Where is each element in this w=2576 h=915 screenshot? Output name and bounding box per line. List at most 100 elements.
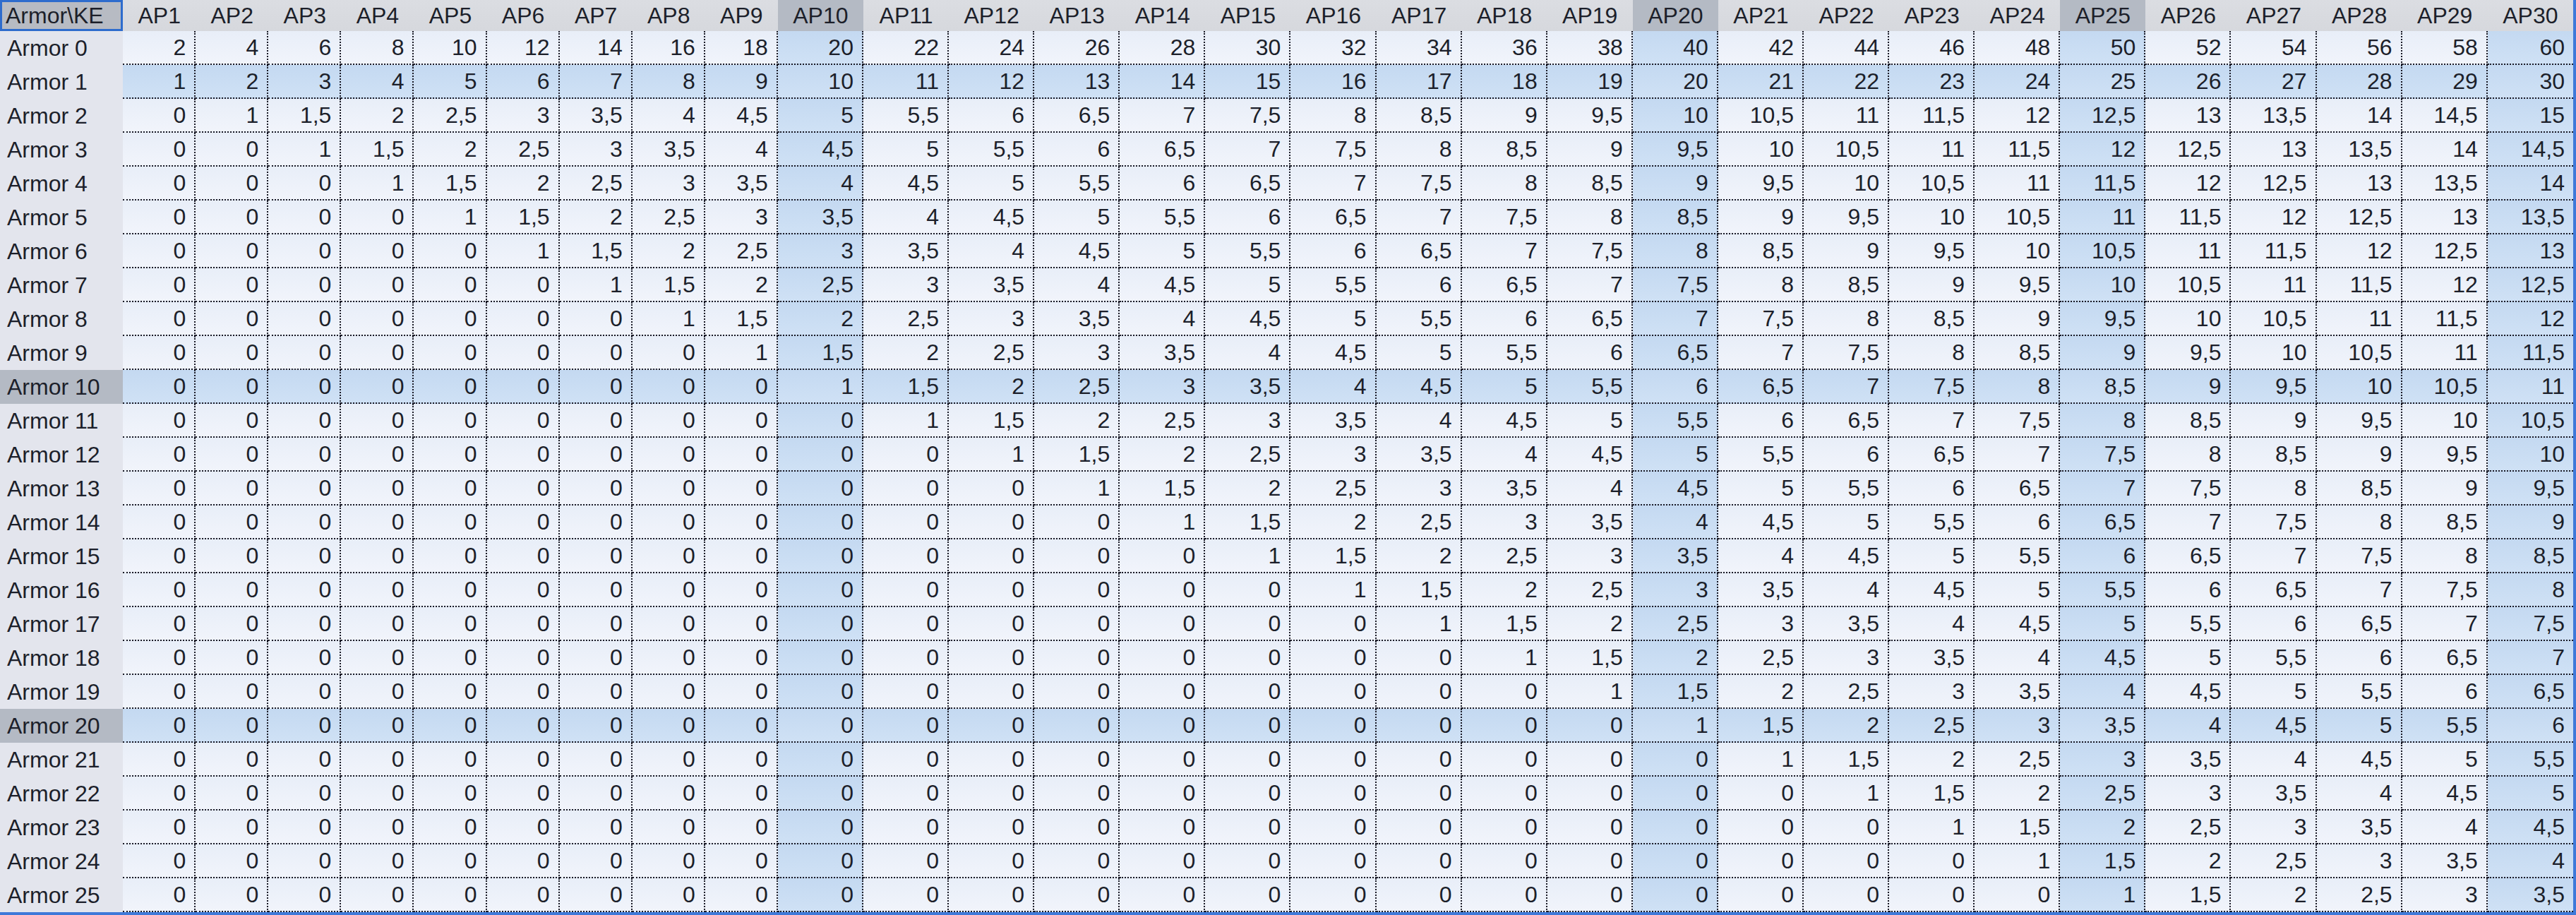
data-cell[interactable]: 13 [2317, 167, 2402, 201]
data-cell[interactable]: 5,5 [1975, 539, 2060, 573]
data-cell[interactable]: 6 [1718, 404, 1804, 438]
data-cell[interactable]: 0 [487, 438, 560, 472]
data-cell[interactable]: 5 [1290, 302, 1376, 336]
data-cell[interactable]: 6 [268, 31, 341, 65]
data-cell[interactable]: 13,5 [2231, 99, 2316, 133]
data-cell[interactable]: 0 [487, 506, 560, 539]
data-cell[interactable]: 6,5 [2231, 573, 2316, 607]
data-cell[interactable]: 0 [863, 573, 949, 607]
data-cell[interactable]: 0 [778, 709, 863, 743]
data-cell[interactable]: 11 [2060, 201, 2145, 234]
data-cell[interactable]: 0 [268, 370, 341, 404]
data-cell[interactable]: 3,5 [1462, 472, 1547, 506]
data-cell[interactable]: 0 [705, 438, 778, 472]
data-cell[interactable]: 4 [1633, 506, 1718, 539]
data-cell[interactable]: 0 [341, 675, 414, 709]
data-cell[interactable]: 0 [196, 268, 268, 302]
data-cell[interactable]: 8,5 [1975, 336, 2060, 370]
data-cell[interactable]: 2,5 [1804, 675, 1889, 709]
data-cell[interactable]: 2 [778, 302, 863, 336]
data-cell[interactable]: 8,5 [2060, 370, 2145, 404]
data-cell[interactable]: 0 [949, 607, 1034, 641]
data-cell[interactable]: 0 [863, 777, 949, 811]
data-cell[interactable]: 6 [1547, 336, 1633, 370]
data-cell[interactable]: 7,5 [1804, 336, 1889, 370]
data-cell[interactable]: 0 [633, 472, 705, 506]
row-label-cell[interactable]: Armor 18 [0, 641, 123, 675]
data-cell[interactable]: 0 [560, 607, 633, 641]
data-cell[interactable]: 7 [1377, 201, 1462, 234]
data-cell[interactable]: 2 [196, 65, 268, 99]
data-cell[interactable]: 8 [1377, 133, 1462, 167]
data-cell[interactable]: 4,5 [1718, 506, 1804, 539]
data-cell[interactable]: 11,5 [2402, 302, 2488, 336]
data-cell[interactable]: 15 [2488, 99, 2573, 133]
data-cell[interactable]: 0 [1975, 878, 2060, 912]
data-cell[interactable]: 3 [863, 268, 949, 302]
data-cell[interactable]: 0 [1804, 844, 1889, 878]
data-cell[interactable]: 9 [705, 65, 778, 99]
data-cell[interactable]: 30 [2488, 65, 2573, 99]
data-cell[interactable]: 11 [2145, 234, 2231, 268]
data-cell[interactable]: 0 [1462, 777, 1547, 811]
data-cell[interactable]: 6,5 [2060, 506, 2145, 539]
data-cell[interactable]: 5,5 [863, 99, 949, 133]
data-cell[interactable]: 5 [2402, 743, 2488, 777]
data-cell[interactable]: 0 [778, 404, 863, 438]
data-cell[interactable]: 13,5 [2317, 133, 2402, 167]
data-cell[interactable]: 3 [705, 201, 778, 234]
data-cell[interactable]: 7,5 [2317, 539, 2402, 573]
data-cell[interactable]: 0 [633, 506, 705, 539]
data-cell[interactable]: 0 [196, 709, 268, 743]
row-label-cell[interactable]: Armor 21 [0, 743, 123, 777]
data-cell[interactable]: 18 [705, 31, 778, 65]
data-cell[interactable]: 3,5 [633, 133, 705, 167]
data-cell[interactable]: 13 [2402, 201, 2488, 234]
data-cell[interactable]: 16 [1290, 65, 1376, 99]
data-cell[interactable]: 0 [268, 573, 341, 607]
data-cell[interactable]: 11 [2402, 336, 2488, 370]
data-cell[interactable]: 0 [196, 167, 268, 201]
data-cell[interactable]: 1,5 [1377, 573, 1462, 607]
data-cell[interactable]: 1,5 [560, 234, 633, 268]
data-cell[interactable]: 8,5 [1633, 201, 1718, 234]
data-cell[interactable]: 0 [560, 438, 633, 472]
data-cell[interactable]: 4 [1205, 336, 1290, 370]
data-cell[interactable]: 2,5 [633, 201, 705, 234]
data-cell[interactable]: 4,5 [2060, 641, 2145, 675]
row-label-cell[interactable]: Armor 5 [0, 201, 123, 234]
data-cell[interactable]: 0 [705, 607, 778, 641]
data-cell[interactable]: 0 [1205, 641, 1290, 675]
data-cell[interactable]: 2,5 [414, 99, 486, 133]
data-cell[interactable]: 3 [1290, 438, 1376, 472]
data-cell[interactable]: 9 [1633, 167, 1718, 201]
data-cell[interactable]: 42 [1718, 31, 1804, 65]
data-cell[interactable]: 6,5 [1633, 336, 1718, 370]
data-cell[interactable]: 2 [2231, 878, 2316, 912]
data-cell[interactable]: 5,5 [2145, 607, 2231, 641]
data-cell[interactable]: 13 [2488, 234, 2573, 268]
data-cell[interactable]: 8,5 [2145, 404, 2231, 438]
data-cell[interactable]: 2 [1034, 404, 1120, 438]
data-cell[interactable]: 0 [705, 709, 778, 743]
data-cell[interactable]: 7,5 [1975, 404, 2060, 438]
data-cell[interactable]: 0 [1290, 607, 1376, 641]
data-cell[interactable]: 0 [1633, 777, 1718, 811]
data-cell[interactable]: 6 [1462, 302, 1547, 336]
data-cell[interactable]: 46 [1889, 31, 1975, 65]
data-cell[interactable]: 3,5 [1718, 573, 1804, 607]
data-cell[interactable]: 0 [1547, 743, 1633, 777]
data-cell[interactable]: 0 [414, 234, 486, 268]
data-cell[interactable]: 1,5 [633, 268, 705, 302]
data-cell[interactable]: 5,5 [1120, 201, 1205, 234]
data-cell[interactable]: 0 [414, 268, 486, 302]
data-cell[interactable]: 0 [633, 573, 705, 607]
data-cell[interactable]: 2,5 [1462, 539, 1547, 573]
data-cell[interactable]: 8 [1547, 201, 1633, 234]
data-cell[interactable]: 4,5 [1547, 438, 1633, 472]
data-cell[interactable]: 8 [1975, 370, 2060, 404]
data-cell[interactable]: 2 [341, 99, 414, 133]
data-cell[interactable]: 12 [2402, 268, 2488, 302]
data-cell[interactable]: 3 [2317, 844, 2402, 878]
column-header-cell[interactable]: AP5 [414, 0, 486, 31]
